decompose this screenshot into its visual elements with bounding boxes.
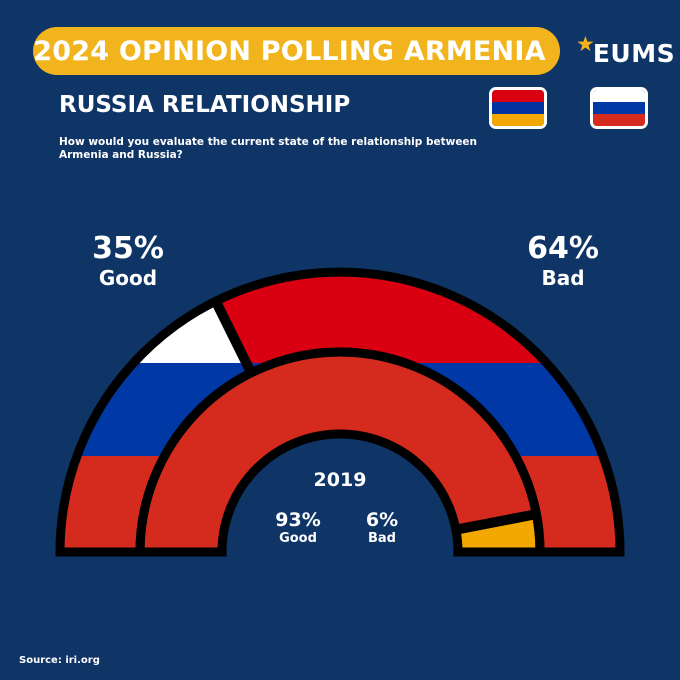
inner-ring-arcs <box>140 352 540 552</box>
inner-segment-good <box>140 352 537 552</box>
inner-segment-bad <box>455 514 540 552</box>
section-title: RUSSIA RELATIONSHIP <box>59 92 351 118</box>
logo-text: EUMS <box>592 38 676 68</box>
inner-good-value: 93% <box>275 509 321 531</box>
eums-logo: ★ EUMS <box>576 32 676 70</box>
outer-bad-value: 64% <box>527 231 599 266</box>
source-note: Source: iri.org <box>19 655 100 666</box>
armenia-flag-icon <box>489 87 547 129</box>
outer-bad-label: 64% Bad <box>522 231 604 291</box>
outer-bad-category: Bad <box>541 266 585 290</box>
star-icon: ★ <box>576 32 595 56</box>
inner-good-label: 93% Good <box>268 509 328 547</box>
outer-ring-divider <box>211 298 256 376</box>
inner-ring-outline <box>135 347 545 557</box>
russia-flag-stripe-red <box>593 114 645 126</box>
armenia-flag-stripe-blue <box>492 102 544 114</box>
outer-good-category: Good <box>98 266 158 290</box>
inner-bad-label: 6% Bad <box>352 509 412 547</box>
outer-good-value: 35% <box>92 231 164 266</box>
inner-bad-value: 6% <box>365 509 399 531</box>
banner-title: 2024 OPINION POLLING ARMENIA <box>33 35 546 67</box>
armenia-flag-stripe-orange <box>492 114 544 126</box>
russia-flag-stripe-blue <box>593 102 645 114</box>
inner-good-category: Good <box>279 531 317 546</box>
armenia-flag-stripe-red <box>492 90 544 102</box>
survey-question: How would you evaluate the current state… <box>59 136 478 161</box>
inner-ring-divider <box>454 509 538 535</box>
outer-good-label: 35% Good <box>88 231 168 291</box>
inner-year-label: 2019 <box>313 469 367 491</box>
russia-flag-stripe-white <box>593 90 645 102</box>
title-banner: 2024 OPINION POLLING ARMENIA <box>33 27 560 75</box>
inner-bad-category: Bad <box>368 531 396 546</box>
russia-flag-icon <box>590 87 648 129</box>
